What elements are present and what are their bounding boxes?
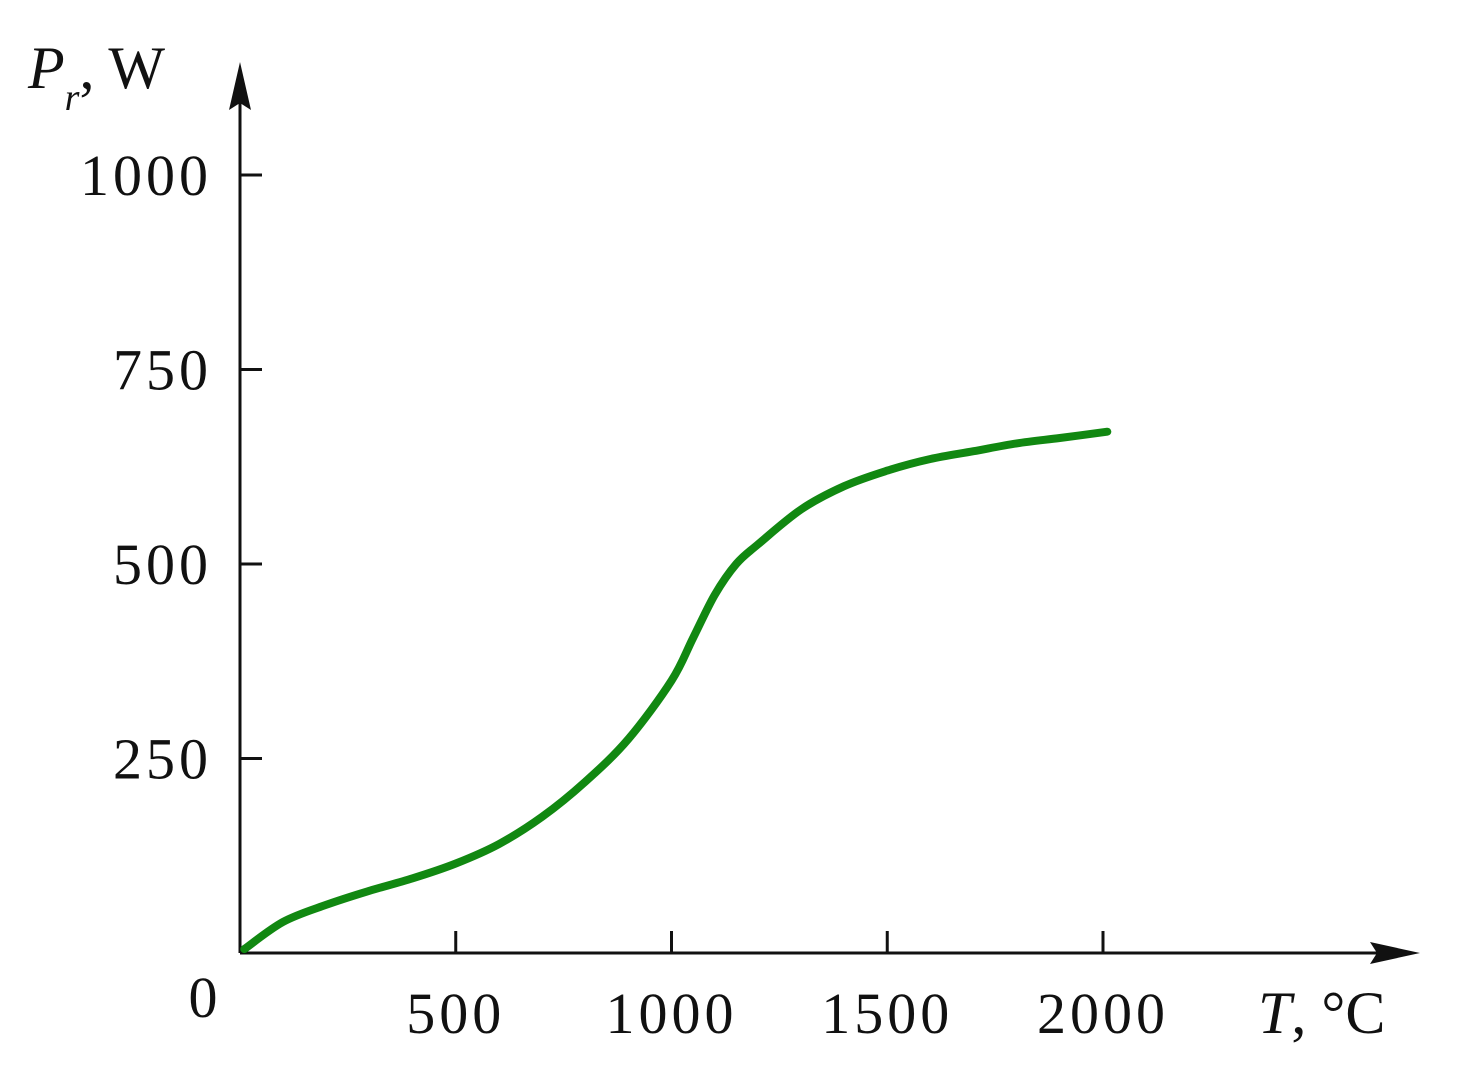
y-axis-subscript: r [65,77,80,119]
y-tick-label: 250 [113,727,212,792]
x-axis-variable: T [1258,980,1295,1046]
y-axis-unit: , W [79,35,165,101]
y-tick-label: 1000 [80,143,212,208]
ticks [240,173,1105,953]
series-line [240,427,1112,954]
y-tick-label: 750 [113,338,212,403]
origin-label: 0 [189,965,222,1030]
x-axis-unit: , °C [1291,980,1385,1046]
y-tick-label: 500 [113,532,212,597]
series-layer [240,427,1112,954]
y-axis-arrow-icon [229,62,251,110]
x-tick-label: 1000 [606,981,738,1046]
tick-labels: 500 1000 1500 2000 250 500 750 1000 [80,143,1169,1046]
x-tick-label: 1500 [821,981,953,1046]
y-axis-variable: P [27,35,65,101]
y-axis-title: Pr, W [27,35,165,119]
x-tick-label: 2000 [1037,981,1169,1046]
axes [229,62,1420,964]
x-axis-arrow-icon [1370,942,1420,964]
x-tick-label: 500 [406,981,505,1046]
x-axis-title: T, °C [1258,980,1385,1046]
